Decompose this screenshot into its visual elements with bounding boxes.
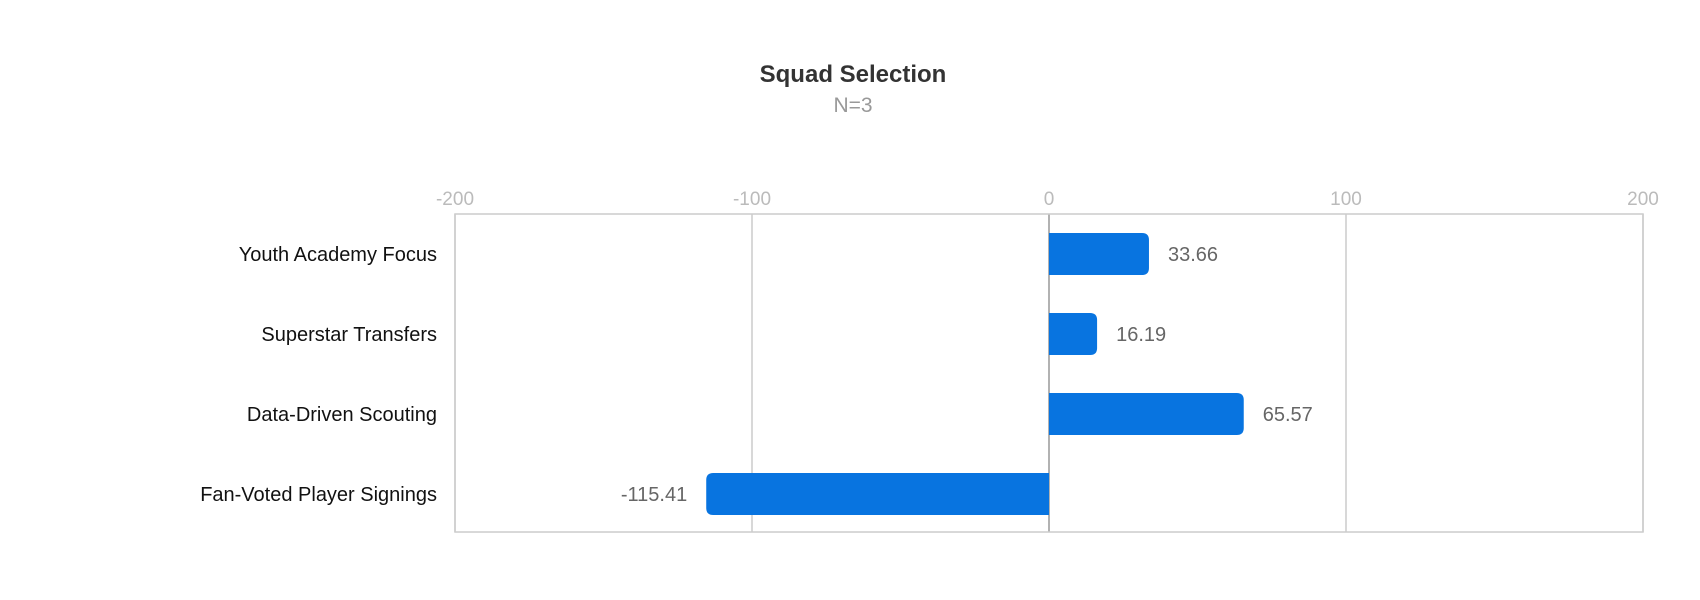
label-layer: Youth Academy Focus 33.66 Superstar Transf…	[200, 244, 1313, 506]
data-label: 16.19	[1116, 324, 1166, 346]
data-label: -115.41	[621, 484, 687, 506]
bar-layer	[706, 233, 1244, 515]
x-tick-label: -200	[436, 189, 474, 210]
plot-frame	[454, 213, 1644, 533]
x-tick-label: -100	[733, 189, 771, 210]
chart-title: Squad Selection	[760, 61, 947, 88]
tick-label-layer: -200 -100 0 100 200	[436, 189, 1659, 210]
data-label: 65.57	[1263, 404, 1313, 426]
data-label: 33.66	[1168, 244, 1218, 266]
bar	[706, 473, 1049, 515]
bar	[1049, 393, 1244, 435]
x-tick-label: 200	[1627, 189, 1659, 210]
category-label: Data-Driven Scouting	[247, 404, 437, 426]
category-label: Fan-Voted Player Signings	[200, 484, 437, 506]
bar	[1049, 233, 1149, 275]
category-label: Superstar Transfers	[261, 324, 437, 346]
x-tick-label: 0	[1044, 189, 1055, 210]
category-label: Youth Academy Focus	[239, 244, 437, 266]
chart-subtitle: N=3	[833, 94, 872, 117]
x-tick-label: 100	[1330, 189, 1362, 210]
bar	[1049, 313, 1098, 355]
